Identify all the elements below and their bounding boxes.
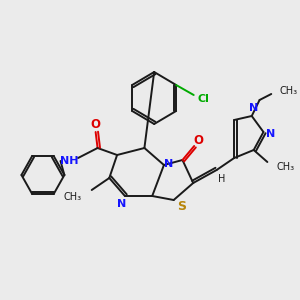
Text: H: H [218,174,225,184]
Text: N: N [117,199,127,209]
Text: N: N [266,129,275,139]
Text: CH₃: CH₃ [64,192,82,202]
Text: N: N [164,159,173,169]
Text: CH₃: CH₃ [276,162,294,172]
Text: O: O [91,118,100,131]
Text: S: S [177,200,186,212]
Text: CH₃: CH₃ [279,86,297,96]
Text: O: O [193,134,203,148]
Text: Cl: Cl [197,94,209,104]
Text: N: N [249,103,258,113]
Text: NH: NH [60,156,79,166]
